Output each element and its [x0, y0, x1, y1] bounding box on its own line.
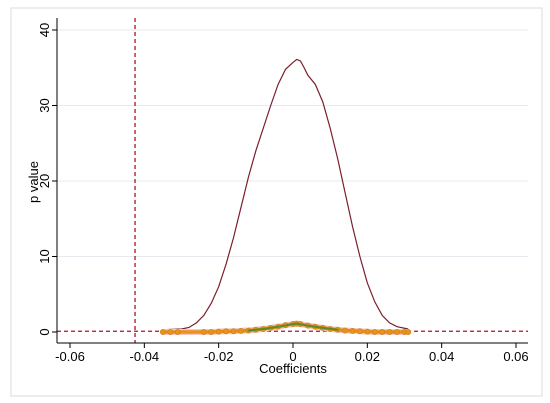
- x-tick-label: 0.04: [429, 349, 454, 364]
- density-curve: [162, 58, 409, 331]
- scatter-point: [200, 329, 207, 335]
- scatter-point: [167, 329, 174, 335]
- scatter-point: [238, 327, 244, 334]
- scatter-point: [223, 328, 229, 335]
- scatter-point: [230, 328, 237, 335]
- scatter-point: [174, 329, 181, 335]
- x-tick-label: 0.06: [503, 349, 528, 364]
- y-tick-label: 10: [37, 249, 52, 263]
- x-tick-label: 0: [289, 349, 296, 364]
- scatter-point: [160, 329, 166, 335]
- x-tick-label: -0.04: [130, 349, 160, 364]
- scatter-point: [371, 329, 378, 335]
- scatter-point: [356, 328, 363, 335]
- scatter-point: [394, 329, 400, 335]
- tick-labels: 0 10 20 30 40 -0.06 -0.04 -0.02 0 0.02 0.04 0.06: [37, 23, 529, 364]
- axes: [52, 18, 528, 348]
- y-axis-title: p value: [26, 161, 41, 203]
- y-tick-label: 40: [37, 23, 52, 37]
- scatter-point: [386, 329, 393, 335]
- scatter-point: [349, 327, 356, 334]
- scatter-point: [342, 327, 348, 334]
- x-tick-label: 0.02: [355, 349, 380, 364]
- series-layer: [159, 58, 412, 335]
- x-tick-label: -0.02: [204, 349, 234, 364]
- band-center-line: [247, 322, 339, 332]
- reference-lines: [57, 18, 528, 343]
- scatter-point: [405, 329, 412, 335]
- scatter-point: [364, 328, 371, 335]
- y-tick-label: 20: [37, 174, 52, 188]
- scatter-point: [208, 329, 215, 335]
- scatter-point: [215, 328, 222, 335]
- y-tick-label: 0: [37, 328, 52, 335]
- x-axis-title: Coefficients: [259, 361, 327, 376]
- scatter-point: [379, 329, 386, 335]
- y-tick-label: 30: [37, 98, 52, 112]
- x-tick-label: -0.06: [55, 349, 85, 364]
